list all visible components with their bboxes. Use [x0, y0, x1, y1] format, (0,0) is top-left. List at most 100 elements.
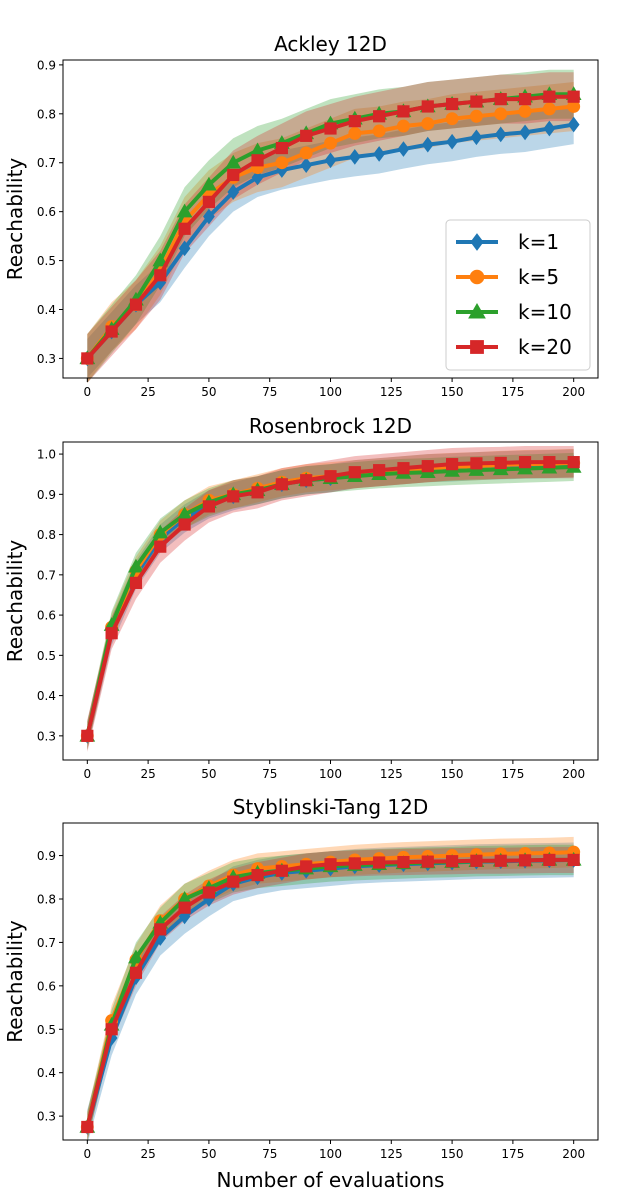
data-point: [300, 129, 313, 142]
x-tick-label: 0: [83, 1147, 91, 1161]
data-point: [324, 470, 337, 483]
data-point: [421, 855, 434, 868]
y-tick-label: 0.9: [37, 58, 56, 72]
data-point: [494, 126, 507, 143]
legend-item-k=20: k=20: [456, 335, 572, 359]
chart-title: Rosenbrock 12D: [249, 414, 412, 438]
data-point: [324, 136, 337, 150]
data-point: [373, 146, 386, 162]
data-point: [567, 116, 580, 133]
series-line: [85, 461, 574, 737]
data-point: [372, 124, 386, 138]
data-point: [518, 854, 532, 867]
data-point: [202, 195, 216, 208]
y-tick-label: 1.0: [37, 448, 56, 462]
data-point: [105, 325, 118, 338]
y-axis: 0.3 0.4 0.5 0.6 0.7 0.8 0.9: [37, 849, 63, 1124]
x-tick-label: 100: [319, 385, 342, 399]
data-point: [543, 456, 556, 469]
data-point: [129, 576, 143, 589]
data-point: [421, 460, 434, 473]
data-point: [300, 474, 313, 487]
series-k=10: [79, 851, 582, 1133]
series-k=5: [80, 456, 581, 743]
x-tick-label: 150: [441, 1147, 464, 1161]
series-line: [85, 857, 574, 1128]
data-point: [348, 857, 361, 870]
data-point: [178, 240, 191, 257]
legend-label: k=5: [518, 265, 559, 289]
data-point: [348, 126, 362, 140]
data-point: [324, 152, 337, 169]
x-tick-label: 100: [319, 1147, 342, 1161]
series-k=1: [81, 852, 580, 1135]
series-k=20: [81, 456, 580, 742]
y-tick-label: 0.6: [37, 979, 56, 993]
data-point: [468, 302, 486, 319]
x-tick-label: 50: [201, 385, 216, 399]
legend-item-k=5: k=5: [456, 265, 559, 289]
data-point: [275, 478, 288, 491]
x-tick-label: 125: [380, 385, 403, 399]
x-axis: 0 25 50 75 100 125 150 175 200: [83, 378, 585, 399]
data-point: [445, 97, 459, 111]
data-point: [105, 627, 118, 640]
data-point: [324, 858, 337, 871]
data-point: [373, 856, 386, 869]
data-point: [227, 490, 240, 503]
y-tick-label: 0.3: [37, 352, 56, 366]
data-point: [152, 524, 169, 539]
series-line: [85, 460, 574, 737]
series-line: [85, 857, 574, 1128]
series-k=5: [80, 845, 581, 1134]
data-point: [470, 129, 483, 146]
series-line: [85, 464, 574, 737]
series-k=20: [81, 90, 580, 365]
data-point: [494, 93, 507, 106]
data-point: [567, 853, 580, 867]
y-axis-label: Reachability: [3, 158, 27, 281]
data-point: [470, 457, 483, 470]
data-point: [202, 500, 216, 513]
data-point: [494, 854, 507, 867]
data-point: [470, 95, 483, 108]
chart-title: Ackley 12D: [274, 32, 387, 56]
data-point: [470, 233, 484, 251]
y-axis-label: Reachability: [3, 920, 27, 1043]
y-tick-label: 0.4: [37, 1066, 56, 1080]
data-point: [518, 93, 532, 106]
band-k=10: [87, 452, 574, 750]
y-tick-label: 0.7: [37, 156, 56, 170]
data-point: [446, 133, 458, 150]
data-point: [176, 203, 193, 218]
data-point: [421, 117, 435, 131]
x-tick-label: 50: [201, 767, 216, 781]
data-point: [275, 864, 288, 877]
y-tick-label: 0.4: [37, 303, 56, 317]
data-point: [251, 869, 264, 882]
x-axis: 0 25 50 75 100 125 150 175 200: [83, 1140, 585, 1161]
y-tick-label: 0.6: [37, 205, 56, 219]
data-point: [154, 269, 167, 282]
x-tick-label: 75: [262, 767, 277, 781]
data-point: [129, 966, 143, 979]
data-point: [543, 120, 556, 137]
data-point: [324, 122, 337, 135]
x-tick-label: 75: [262, 1147, 277, 1161]
y-tick-label: 0.8: [37, 528, 56, 542]
band-k=20: [87, 446, 574, 752]
data-point: [470, 854, 483, 867]
x-tick-label: 0: [83, 385, 91, 399]
data-point: [154, 923, 167, 936]
data-point: [543, 853, 556, 867]
y-axis: 0.3 0.4 0.5 0.6 0.7 0.8 0.9 1.0: [37, 448, 63, 743]
data-point: [542, 102, 556, 116]
x-tick-label: 150: [441, 767, 464, 781]
series-k=20: [81, 853, 580, 1134]
x-tick-label: 175: [501, 385, 524, 399]
data-point: [445, 112, 459, 126]
data-point: [227, 184, 240, 200]
data-point: [225, 154, 242, 169]
band-k=5: [87, 448, 574, 750]
y-tick-label: 0.7: [37, 568, 56, 582]
